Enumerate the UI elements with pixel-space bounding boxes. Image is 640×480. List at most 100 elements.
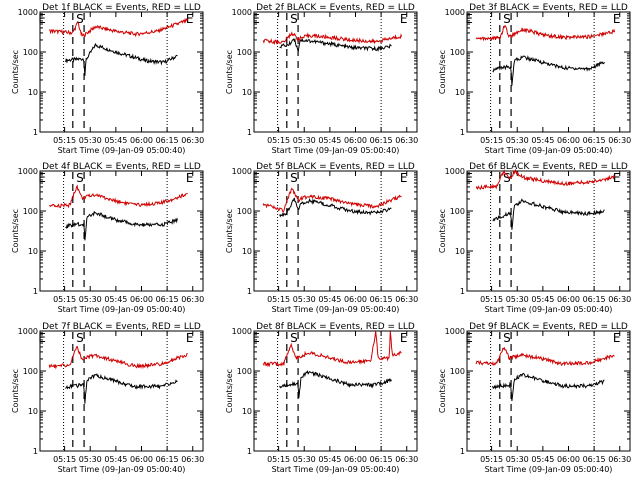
x-tick-label: 05:30 — [506, 295, 529, 304]
chart-title: Det 3f BLACK = Events, RED = LLD — [469, 3, 628, 13]
y-tick-label: 1000 — [232, 8, 252, 17]
x-tick-label: 06:15 — [156, 136, 179, 145]
plot-frame — [466, 170, 631, 292]
chart-panel-7: Det 7f BLACK = Events, RED = LLD 1 10 100 10… — [11, 322, 204, 474]
x-tick-label: 05:45 — [104, 455, 127, 464]
x-tick-label: 05:15 — [267, 136, 290, 145]
x-tick-label: 05:30 — [506, 136, 529, 145]
y-tick-label: 100 — [23, 207, 38, 216]
plot-frame — [253, 170, 418, 292]
x-tick-label: 06:15 — [583, 136, 606, 145]
x-axis-label: Start Time (09-Jan-09 05:00:40) — [485, 146, 613, 155]
x-tick-label: 06:00 — [344, 455, 367, 464]
y-axis-label: Counts/sec — [225, 50, 234, 94]
x-tick-label: 05:45 — [531, 295, 554, 304]
x-tick-label: 06:30 — [181, 455, 204, 464]
plot-frame — [39, 170, 204, 292]
x-axis-label: Start Time (09-Jan-09 05:00:40) — [58, 465, 186, 474]
y-tick-label: 100 — [237, 367, 252, 376]
event-marker-e: E — [465, 12, 473, 26]
series-line-events — [492, 198, 605, 230]
chart-panel-6: Det 6f BLACK = Events, RED = LLD 1 10 100 10… — [438, 162, 631, 314]
x-tick-label: 06:15 — [583, 295, 606, 304]
y-tick-label: 1 — [33, 287, 38, 296]
y-tick-label: 10 — [242, 407, 252, 416]
x-tick-label: 06:15 — [156, 455, 179, 464]
event-marker-e: E — [252, 171, 260, 185]
y-axis-label: Counts/sec — [225, 369, 234, 413]
x-tick-label: 05:45 — [104, 295, 127, 304]
series-line-events — [492, 372, 605, 402]
y-axis-label: Counts/sec — [438, 209, 447, 253]
y-tick-label: 100 — [237, 48, 252, 57]
x-tick-label: 05:30 — [506, 455, 529, 464]
series-line-events — [492, 54, 605, 86]
x-tick-label: 06:30 — [608, 455, 631, 464]
x-tick-label: 05:15 — [480, 136, 503, 145]
event-marker-s: S — [290, 12, 298, 26]
series-line-lld — [475, 25, 616, 42]
chart-panel-8: Det 8f BLACK = Events, RED = LLD 1 10 100 10… — [225, 322, 418, 474]
x-tick-label: 05:30 — [293, 295, 316, 304]
x-tick-label: 06:00 — [344, 295, 367, 304]
event-marker-s: S — [76, 331, 84, 345]
x-tick-label: 06:30 — [181, 136, 204, 145]
x-tick-label: 05:30 — [79, 455, 102, 464]
chart-title: Det 1f BLACK = Events, RED = LLD — [42, 3, 201, 13]
x-tick-label: 06:00 — [130, 295, 153, 304]
x-tick-label: 05:15 — [480, 455, 503, 464]
event-marker-e: E — [186, 12, 194, 26]
y-axis-label: Counts/sec — [225, 209, 234, 253]
event-marker-s: S — [76, 12, 84, 26]
event-marker-e: E — [465, 171, 473, 185]
plot-frame — [39, 11, 204, 133]
y-tick-label: 1000 — [18, 327, 38, 336]
y-axis-label: Counts/sec — [11, 50, 20, 94]
event-marker-e: E — [465, 331, 473, 345]
y-tick-label: 1000 — [445, 8, 465, 17]
series-line-lld — [49, 17, 189, 38]
chart-panel-1: Det 1f BLACK = Events, RED = LLD 1 10 100 10… — [11, 3, 204, 155]
x-tick-label: 06:15 — [370, 295, 393, 304]
event-marker-s: S — [503, 331, 511, 345]
y-tick-label: 100 — [450, 48, 465, 57]
series-line-events — [279, 369, 392, 398]
x-tick-label: 05:45 — [531, 136, 554, 145]
event-marker-e: E — [38, 171, 46, 185]
x-tick-label: 06:15 — [370, 455, 393, 464]
y-tick-label: 10 — [242, 88, 252, 97]
y-tick-label: 10 — [28, 88, 38, 97]
event-marker-e: E — [252, 12, 260, 26]
event-marker-s: S — [76, 171, 84, 185]
y-axis-label: Counts/sec — [438, 50, 447, 94]
y-tick-label: 100 — [237, 207, 252, 216]
y-tick-label: 1 — [33, 128, 38, 137]
series-line-events — [65, 210, 178, 241]
x-tick-label: 06:00 — [557, 136, 580, 145]
y-tick-label: 10 — [455, 88, 465, 97]
y-tick-label: 1 — [33, 447, 38, 456]
y-tick-label: 1000 — [18, 167, 38, 176]
x-tick-label: 06:15 — [156, 295, 179, 304]
x-tick-label: 06:00 — [557, 455, 580, 464]
series-line-events — [65, 42, 178, 76]
series-line-lld — [48, 345, 188, 370]
event-marker-s: S — [290, 171, 298, 185]
event-marker-s: S — [503, 12, 511, 26]
chart-title: Det 6f BLACK = Events, RED = LLD — [469, 162, 628, 172]
x-tick-label: 06:30 — [395, 455, 418, 464]
y-axis-label: Counts/sec — [11, 209, 20, 253]
y-tick-label: 100 — [23, 48, 38, 57]
chart-panel-3: Det 3f BLACK = Events, RED = LLD 1 10 100 10… — [438, 3, 631, 155]
x-tick-label: 05:15 — [53, 295, 76, 304]
chart-panel-9: Det 9f BLACK = Events, RED = LLD 1 10 100 10… — [438, 322, 631, 474]
x-tick-label: 06:30 — [395, 136, 418, 145]
x-tick-label: 06:30 — [608, 295, 631, 304]
y-tick-label: 1 — [460, 287, 465, 296]
y-tick-label: 1 — [247, 447, 252, 456]
plot-frame — [466, 330, 631, 452]
x-tick-label: 05:15 — [53, 136, 76, 145]
event-marker-e: E — [186, 331, 194, 345]
y-tick-label: 1000 — [232, 167, 252, 176]
x-tick-label: 05:15 — [267, 295, 290, 304]
